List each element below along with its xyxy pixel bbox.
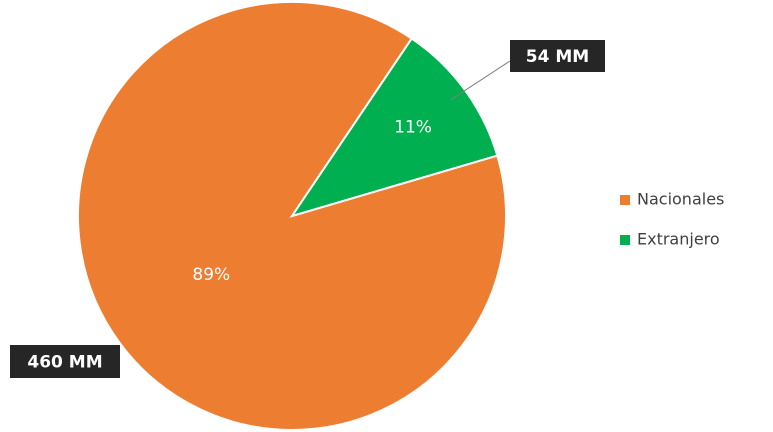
amount-box [510, 40, 605, 72]
pie-slice [289, 37, 499, 218]
legend-swatch [620, 235, 630, 245]
slice-label: 11% [394, 117, 432, 137]
slice-label: 89% [192, 265, 230, 285]
legend-swatch [620, 195, 630, 205]
amount-label: 460 MM [27, 353, 102, 373]
amount-label: 54 MM [526, 47, 589, 67]
leader-line [450, 60, 511, 101]
legend-label: Nacionales [637, 190, 724, 209]
legend-label: Extranjero [637, 230, 720, 249]
amount-box [10, 345, 120, 378]
